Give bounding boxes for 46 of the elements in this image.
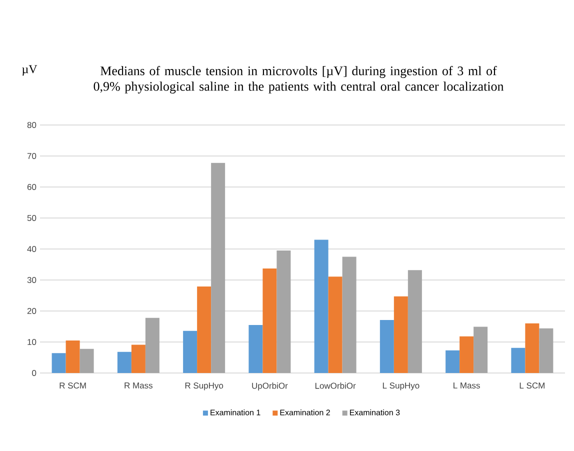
bar — [117, 352, 132, 373]
y-tick-label: 40 — [27, 246, 36, 252]
x-tick-label: R Mass — [124, 382, 153, 388]
x-tick-label: L SCM — [520, 382, 544, 389]
legend-label: Examination 2 — [280, 409, 330, 416]
bar — [145, 318, 160, 373]
chart-title: Medians of muscle tension in microvolts [µV] during ingestion of 3 ml of 0,9% physiological saline in the patients with central oral cancer localization — [94, 66, 504, 94]
y-axis-title: µV — [22, 65, 38, 76]
x-tick-label: R SupHyo — [185, 382, 224, 390]
y-tick-label: 50 — [27, 215, 36, 222]
y-tick-label: 30 — [27, 277, 36, 284]
y-tick-label: 60 — [27, 184, 36, 190]
bar — [394, 296, 408, 373]
bar — [80, 348, 94, 373]
x-tick-label: R SCM — [60, 382, 86, 389]
bar — [460, 336, 474, 373]
bar — [183, 330, 198, 373]
bar — [248, 324, 263, 373]
x-tick-label: L Mass — [454, 382, 480, 388]
y-tick-label: 10 — [28, 339, 36, 346]
y-tick-label: 70 — [27, 153, 36, 160]
bar — [276, 250, 291, 373]
y-tick-label: 80 — [27, 122, 36, 128]
bar — [211, 162, 226, 373]
bar — [539, 328, 554, 373]
bar — [380, 320, 394, 373]
y-tick-label: 20 — [27, 308, 36, 314]
bar — [408, 270, 422, 373]
legend-label: Examination 1 — [210, 409, 260, 416]
bar — [262, 268, 277, 373]
x-tick-label: LowOrbiOr — [315, 382, 356, 389]
bar — [511, 348, 526, 373]
bar — [314, 240, 328, 373]
legend-label: Examination 3 — [350, 409, 400, 416]
bar — [474, 326, 488, 373]
x-tick-label: L SupHyo — [382, 382, 420, 390]
y-tick-label: 0 — [32, 370, 36, 376]
bar — [328, 276, 342, 373]
bar — [197, 286, 212, 373]
bar — [446, 350, 460, 373]
bar — [131, 344, 146, 373]
x-tick-label: UpOrbiOr — [252, 382, 288, 390]
bar — [342, 256, 356, 373]
bar — [525, 323, 540, 373]
bar — [52, 353, 66, 373]
bar — [66, 340, 80, 373]
